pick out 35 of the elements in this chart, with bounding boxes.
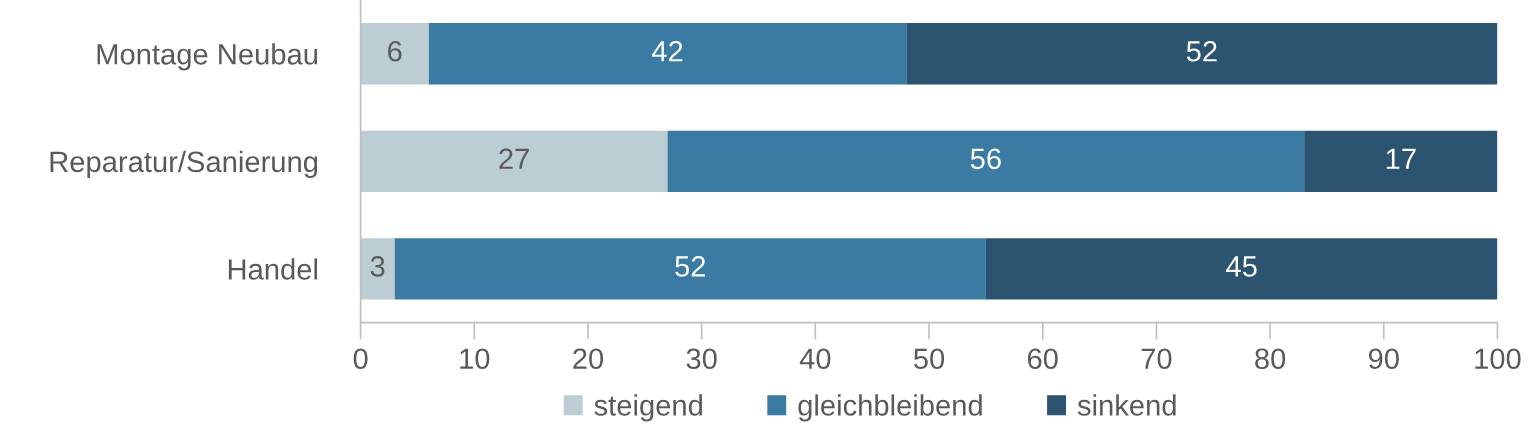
data-label: 45 xyxy=(1226,256,1257,277)
bar xyxy=(394,238,986,300)
bar xyxy=(360,238,395,300)
legend-label: sinkend xyxy=(1077,394,1176,416)
data-label: 17 xyxy=(1386,148,1416,169)
data-label: 27 xyxy=(499,148,529,169)
bar xyxy=(360,130,668,192)
data-label: 6 xyxy=(388,40,402,62)
data-label: 52 xyxy=(675,256,706,277)
x-tick-label: 50 xyxy=(913,348,945,370)
bar xyxy=(906,23,1498,85)
bar xyxy=(985,238,1498,300)
x-tick-label: 80 xyxy=(1255,348,1286,370)
x-tick-label: 90 xyxy=(1368,348,1399,370)
data-label: 3 xyxy=(370,256,385,277)
legend-label: steigend xyxy=(594,394,702,422)
bar xyxy=(428,23,907,85)
x-tick-label: 70 xyxy=(1141,348,1172,370)
bar xyxy=(667,130,1305,192)
bar xyxy=(360,23,429,85)
bar xyxy=(1304,130,1498,192)
data-label: 42 xyxy=(652,40,683,62)
x-tick-label: 100 xyxy=(1475,348,1521,370)
x-tick-label: 30 xyxy=(686,348,717,370)
legend-label: gleichbleibend xyxy=(798,394,982,422)
x-tick-label: 60 xyxy=(1027,348,1058,370)
x-tick-label: 0 xyxy=(353,348,368,370)
x-tick-label: 40 xyxy=(799,348,831,370)
x-tick-label: 10 xyxy=(460,348,490,370)
data-label: 52 xyxy=(1186,40,1217,62)
data-label: 56 xyxy=(970,148,1001,170)
y-tick-label: Handel xyxy=(228,258,317,280)
x-tick-label: 20 xyxy=(573,348,604,370)
y-tick-label: Reparatur/Sanierung xyxy=(50,150,318,178)
y-tick-label: Montage Neubau xyxy=(97,43,318,71)
